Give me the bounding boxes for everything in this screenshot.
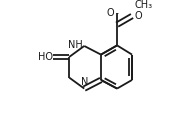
- Text: CH₃: CH₃: [135, 0, 153, 10]
- Text: O: O: [135, 11, 143, 21]
- Text: NH: NH: [68, 40, 83, 50]
- Text: N: N: [81, 77, 88, 87]
- Text: O: O: [107, 8, 114, 18]
- Text: HO: HO: [38, 52, 53, 62]
